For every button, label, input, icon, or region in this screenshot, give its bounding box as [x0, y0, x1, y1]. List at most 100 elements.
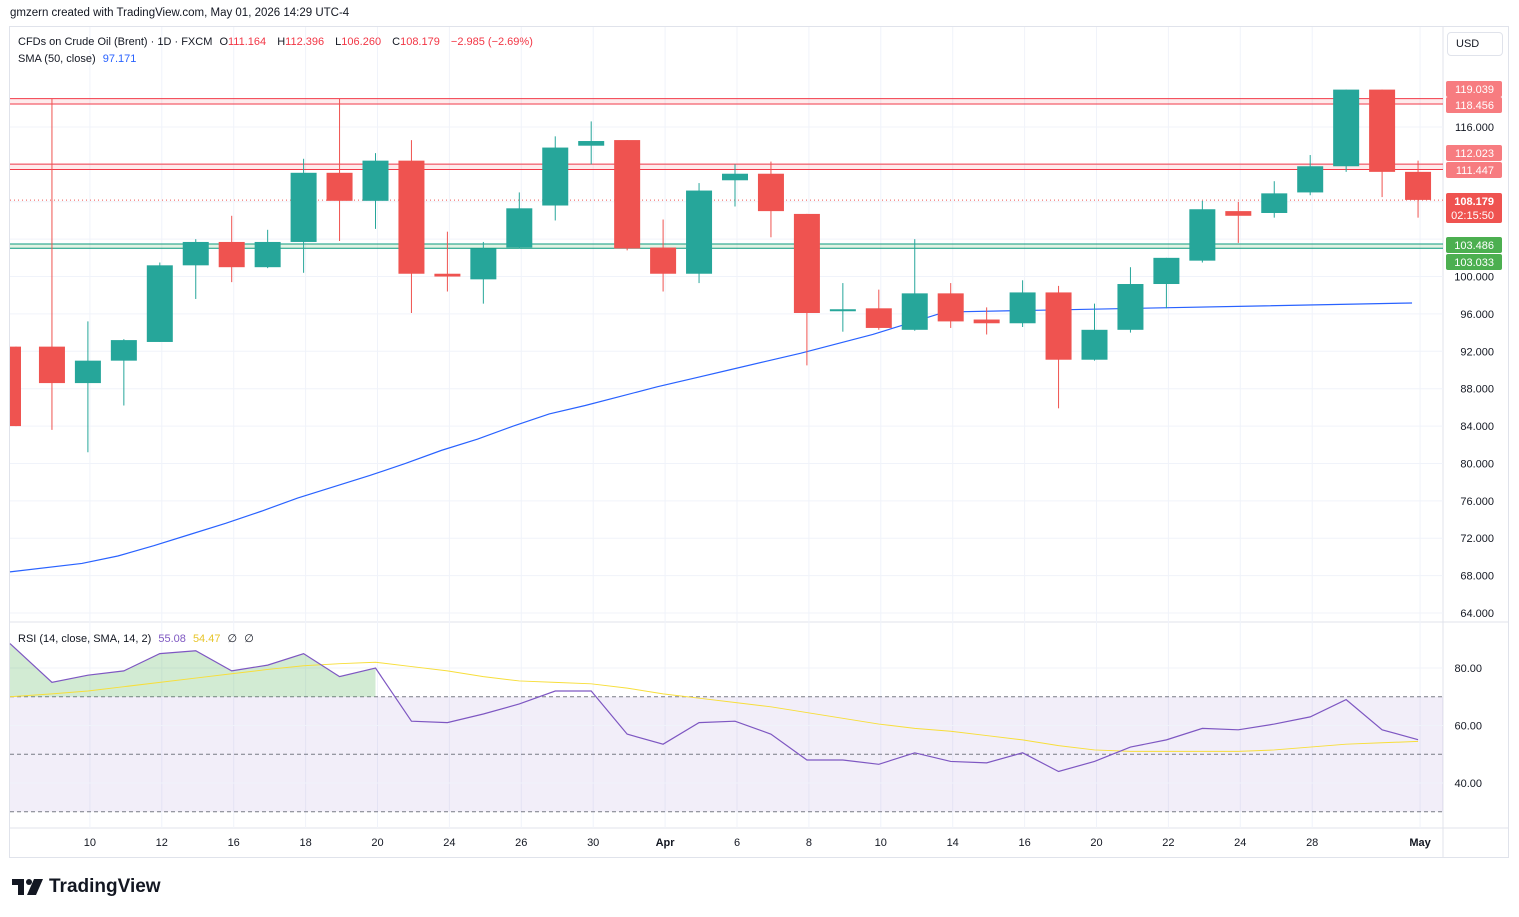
candle-body	[793, 213, 820, 313]
rsi-extra-1: ∅	[227, 633, 238, 645]
symbol-label[interactable]: CFDs on Crude Oil (Brent) · 1D · FXCM	[18, 36, 213, 48]
candle-body	[290, 172, 317, 242]
candle-down	[650, 219, 677, 292]
candle-body	[254, 241, 281, 268]
sma-value: 97.171	[102, 53, 137, 65]
candle-body	[1117, 284, 1144, 330]
time-axis-tick: Apr	[656, 837, 676, 849]
candle-body	[38, 346, 65, 384]
time-axis-tick: 10	[84, 837, 96, 849]
candle-body	[1333, 89, 1360, 167]
rsi-sma-value: 54.47	[192, 633, 221, 645]
candle-body	[542, 147, 569, 206]
candle-body	[1081, 329, 1108, 360]
price-line-label-bg	[1446, 97, 1502, 113]
price-axis-tick: 64.000	[1460, 608, 1494, 620]
candle-up	[1117, 267, 1144, 333]
time-axis-tick: 30	[587, 837, 599, 849]
candle-down	[10, 346, 21, 427]
rsi-extra-2: ∅	[244, 633, 254, 645]
price-line-label: 111.447	[1456, 165, 1494, 177]
candle-body	[398, 160, 425, 274]
sma-legend[interactable]: SMA (50, close) 97.171	[18, 53, 140, 65]
candle-body	[1153, 257, 1180, 285]
candle-body	[650, 247, 677, 274]
rsi-value: 55.08	[158, 633, 186, 645]
candle-body	[1405, 171, 1432, 200]
time-axis-tick: 26	[515, 837, 527, 849]
attribution-text: gmzern created with TradingView.com, May…	[10, 7, 350, 19]
candle-up	[362, 153, 389, 229]
price-line-label-bg	[1446, 162, 1502, 178]
rsi-legend[interactable]: RSI (14, close, SMA, 14, 2) 55.08 54.47 …	[18, 632, 258, 645]
chart-frame	[9, 26, 1509, 858]
currency-button[interactable]: USD	[1447, 32, 1503, 56]
candle-up	[1297, 155, 1324, 196]
price-axis-tick: 72.000	[1460, 533, 1494, 545]
candle-body	[1045, 292, 1072, 360]
brand-name: TradingView	[49, 876, 161, 897]
candle-up	[74, 321, 101, 453]
rsi-axis-tick: 80.00	[1454, 663, 1482, 675]
countdown-label: 02:15:50	[1451, 210, 1494, 222]
candle-body	[182, 241, 209, 266]
candle-up	[722, 164, 748, 207]
time-axis-tick: 14	[947, 837, 959, 849]
candle-up	[254, 229, 281, 269]
open-label: O111.164	[219, 36, 267, 48]
sma-label: SMA (50, close)	[18, 53, 96, 65]
candle-up	[1009, 280, 1036, 328]
sma-line	[9, 302, 1413, 573]
price-axis-tick: 68.000	[1460, 571, 1494, 583]
rsi-sma-line	[9, 661, 1419, 752]
candle-down	[398, 140, 425, 313]
tradingview-logo: TradingView	[12, 876, 161, 898]
candle-up	[1189, 200, 1216, 263]
candle-body	[1369, 89, 1396, 172]
rsi-label: RSI (14, close, SMA, 14, 2)	[18, 633, 152, 645]
candle-down	[434, 231, 461, 292]
price-axis-tick: 92.000	[1460, 346, 1494, 358]
candle-up	[901, 239, 928, 331]
price-line-label-bg	[1446, 145, 1502, 161]
price-axis-tick: 116.000	[1455, 122, 1494, 134]
candle-body	[470, 248, 497, 280]
candle-body	[757, 173, 784, 212]
candle-body	[578, 141, 605, 146]
candle-body	[973, 319, 1000, 324]
rsi-overbought-fill	[10, 643, 376, 697]
price-line-label-bg	[1446, 254, 1502, 270]
price-band	[10, 98, 1443, 105]
price-axis-tick: 100.000	[1454, 272, 1494, 284]
candle-up	[146, 262, 173, 342]
candle-up	[1153, 257, 1180, 309]
candle-body	[506, 208, 533, 248]
candle-body	[10, 346, 21, 427]
candle-down	[937, 283, 964, 328]
price-line-label: 118.456	[1455, 100, 1494, 112]
candle-up	[1081, 303, 1108, 361]
candle-body	[74, 360, 101, 384]
candle-up	[470, 241, 497, 304]
time-axis-tick: 8	[806, 837, 812, 849]
candle-body	[434, 273, 461, 277]
candle-body	[1189, 209, 1216, 261]
price-line-label-bg	[1446, 237, 1502, 253]
price-line-label-bg	[1446, 81, 1502, 97]
price-axis-tick: 96.000	[1460, 309, 1494, 321]
candle-body	[1009, 292, 1036, 324]
tradingview-logo-icon	[12, 879, 43, 895]
low-label: L106.260	[335, 36, 382, 48]
rsi-axis-tick: 60.00	[1454, 721, 1482, 733]
time-axis-tick: 10	[875, 837, 887, 849]
change-label: −2.985 (−2.69%)	[450, 36, 533, 48]
candle-up	[1333, 89, 1360, 172]
time-axis-tick: 24	[1234, 837, 1246, 849]
candle-body	[146, 265, 173, 342]
time-axis-tick: 22	[1162, 837, 1174, 849]
candle-down	[1369, 89, 1396, 198]
candle-body	[1297, 166, 1324, 193]
time-axis-tick: 24	[443, 837, 455, 849]
candle-down	[1045, 285, 1072, 409]
